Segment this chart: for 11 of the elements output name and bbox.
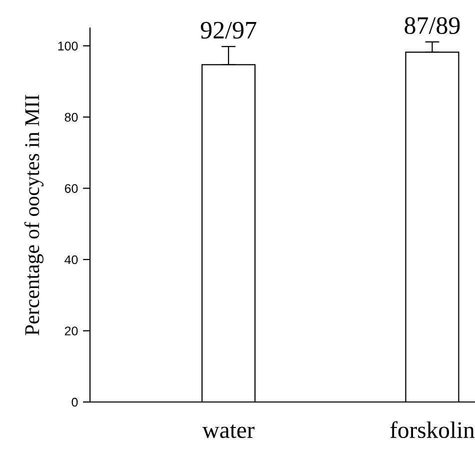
- y-tick-label: 80: [64, 112, 78, 122]
- data-label: 87/89: [404, 17, 460, 34]
- x-tick-label: forskolin: [390, 421, 474, 438]
- y-tick-label: 40: [64, 255, 78, 264]
- x-tick-label: water: [202, 424, 255, 438]
- y-axis-title: Percentage of oocytes in MII: [24, 94, 44, 336]
- data-label: 92/97: [200, 22, 256, 39]
- y-tick-label: 100: [58, 42, 78, 50]
- y-tick-label: 20: [64, 326, 78, 336]
- y-tick-label: 0: [72, 398, 78, 407]
- y-tick-label: 60: [64, 184, 78, 193]
